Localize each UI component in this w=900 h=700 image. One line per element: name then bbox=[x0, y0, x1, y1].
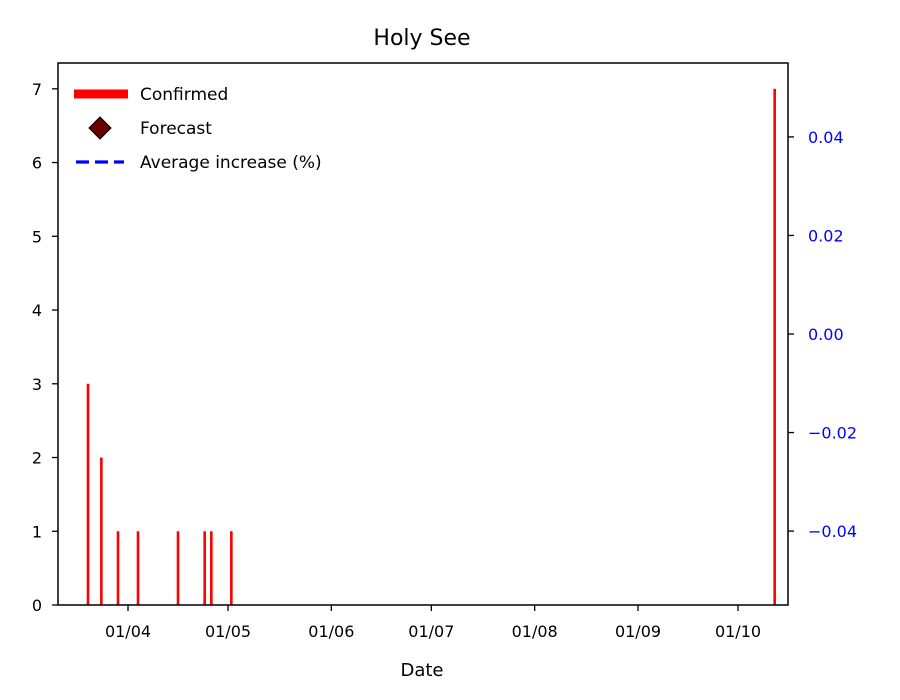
x-tick-label: 01/05 bbox=[205, 622, 251, 641]
y-axis-right: 0.04 0.02 0.00 −0.02 −0.04 bbox=[788, 128, 857, 541]
x-tick-label: 01/07 bbox=[408, 622, 454, 641]
bar-confirmed-0 bbox=[86, 383, 90, 605]
x-tick-label: 01/04 bbox=[105, 622, 151, 641]
bar-confirmed-7 bbox=[230, 531, 233, 605]
bar-confirmed-5 bbox=[203, 531, 206, 605]
legend-label: Confirmed bbox=[140, 85, 228, 105]
x-axis-title: Date bbox=[400, 660, 443, 681]
x-tick-label: 01/09 bbox=[615, 622, 661, 641]
x-tick-label: 01/08 bbox=[512, 622, 558, 641]
bar-confirmed-6 bbox=[210, 531, 213, 605]
y-tick-label: 5 bbox=[32, 227, 42, 246]
y-tick-label: 7 bbox=[32, 80, 42, 99]
y-tick-label: 0 bbox=[32, 596, 42, 615]
bar-confirmed-1 bbox=[100, 457, 103, 605]
plot-area bbox=[86, 88, 776, 605]
bar-confirmed-3 bbox=[136, 531, 140, 605]
y-tick-label: 3 bbox=[32, 375, 42, 394]
chart-title: Holy See bbox=[373, 26, 470, 51]
legend-label: Average increase (%) bbox=[140, 153, 322, 173]
y2-tick-label: 0.00 bbox=[808, 325, 844, 344]
bar-confirmed-8 bbox=[773, 88, 776, 605]
y2-tick-label: 0.04 bbox=[808, 128, 844, 147]
x-axis: 01/04 01/05 01/06 01/07 01/08 01/09 01/10 bbox=[105, 605, 761, 641]
y2-tick-label: −0.04 bbox=[808, 522, 857, 541]
plot-frame bbox=[57, 62, 789, 606]
legend: Confirmed Forecast Average increase (%) bbox=[74, 85, 322, 173]
y-tick-label: 1 bbox=[32, 522, 42, 541]
x-tick-label: 01/10 bbox=[715, 622, 761, 641]
y2-tick-label: 0.02 bbox=[808, 226, 844, 245]
y-tick-label: 4 bbox=[32, 301, 42, 320]
y2-tick-label: −0.02 bbox=[808, 424, 857, 443]
y-tick-label: 2 bbox=[32, 449, 42, 468]
legend-label: Forecast bbox=[140, 119, 212, 139]
y-axis-left: 0 1 2 3 4 5 6 7 bbox=[32, 80, 58, 615]
bar-confirmed-2 bbox=[116, 531, 120, 605]
bar-confirmed-4 bbox=[176, 531, 180, 605]
x-tick-label: 01/06 bbox=[308, 622, 354, 641]
legend-swatch-forecast bbox=[88, 116, 112, 140]
y-tick-label: 6 bbox=[32, 154, 42, 173]
